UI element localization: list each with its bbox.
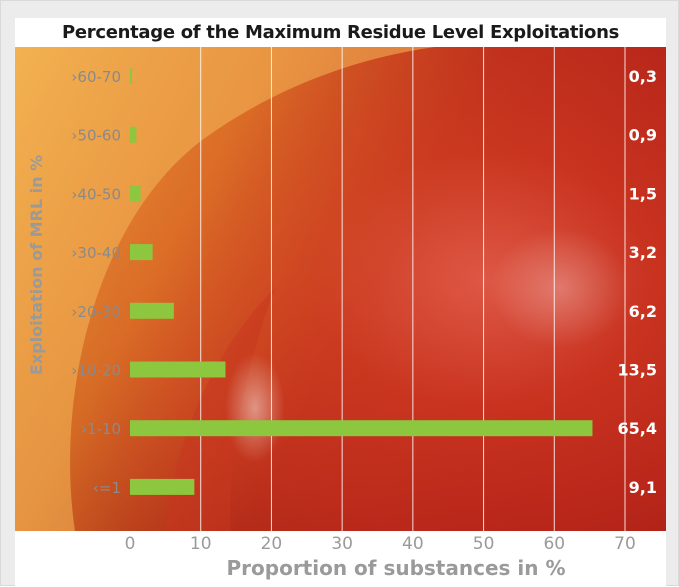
value-label: 0,3	[629, 67, 657, 86]
value-label: 3,2	[629, 243, 657, 262]
bar	[130, 478, 195, 495]
bar-chart: 0,30,91,53,26,213,565,49,1 ›60-70›50-60›…	[15, 47, 666, 580]
value-labels: 0,3 0,9 1,5 3,2 6,2 13,5 65,4 9,1	[618, 67, 657, 497]
value-label: 0,9	[629, 126, 657, 145]
x-tick-labels: 0 10 20 30 40 50 60 70	[125, 534, 636, 554]
bar	[130, 361, 226, 378]
y-tick-label: ›30-40	[71, 244, 121, 262]
apple-photo-background	[15, 47, 666, 531]
y-tick-label: ‹=1	[93, 479, 121, 497]
y-tick-label: ›60-70	[71, 68, 121, 86]
bar	[130, 244, 153, 261]
value-label: 6,2	[629, 302, 657, 321]
x-tick-label: 60	[543, 534, 565, 554]
y-tick-label: ›20-30	[71, 303, 121, 321]
x-tick-label: 0	[125, 534, 136, 554]
bar	[130, 185, 141, 202]
x-tick-label: 30	[331, 534, 353, 554]
bar	[130, 302, 174, 319]
value-label: 9,1	[629, 478, 657, 497]
x-tick-label: 70	[614, 534, 636, 554]
value-label: 13,5	[618, 361, 657, 380]
y-tick-label: ›40-50	[71, 185, 121, 203]
x-tick-label: 40	[402, 534, 424, 554]
bar	[130, 126, 137, 143]
vertical-gridlines	[200, 47, 626, 531]
y-axis-title: Exploitation of MRL in %	[27, 155, 46, 375]
bars	[130, 68, 593, 495]
value-label: 1,5	[629, 184, 657, 203]
bar	[130, 68, 133, 84]
y-tick-label: ›1-10	[81, 420, 121, 438]
x-tick-label: 50	[473, 534, 495, 554]
x-tick-label: 20	[261, 534, 283, 554]
y-tick-label: ›50-60	[71, 127, 121, 145]
y-tick-label: ›10-20	[71, 362, 121, 380]
value-label: 65,4	[618, 419, 657, 438]
chart-card: Percentage of the Maximum Residue Level …	[15, 18, 666, 587]
chart-title: Percentage of the Maximum Residue Level …	[61, 22, 620, 43]
y-tick-labels: ›60-70 ›50-60 ›40-50 ›30-40 ›20-30 ›10-20 ›1-1…	[71, 68, 121, 497]
x-axis-title: Proportion of substances in %	[227, 556, 566, 580]
x-tick-label: 10	[190, 534, 212, 554]
bar	[130, 420, 593, 437]
